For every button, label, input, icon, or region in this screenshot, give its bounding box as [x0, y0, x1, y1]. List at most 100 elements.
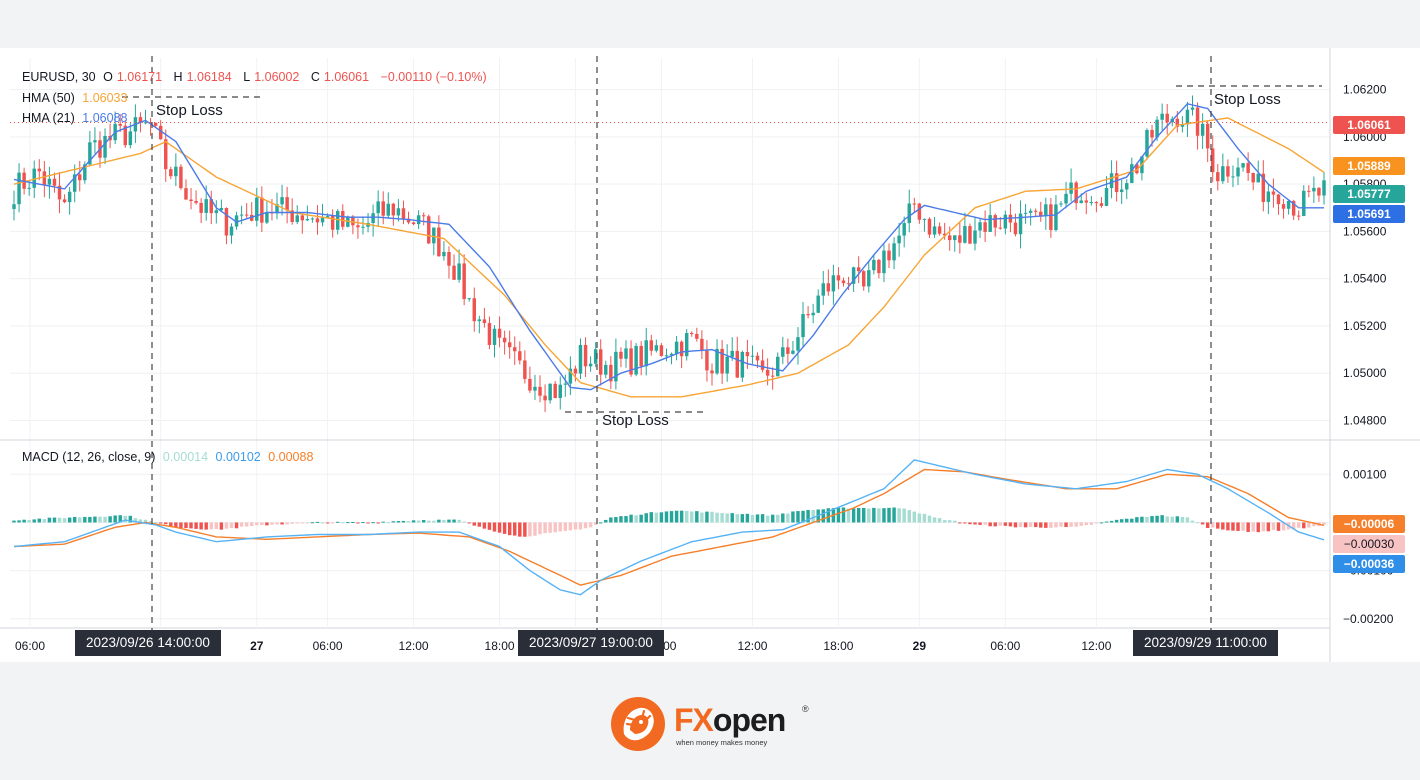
candle-body [194, 201, 198, 203]
candle-body [745, 351, 750, 357]
candle-body [164, 139, 168, 170]
candle-body [518, 351, 522, 361]
candle-body [1175, 118, 1180, 127]
macd-histogram-bar [1200, 522, 1205, 525]
macd-histogram-bar [710, 511, 714, 523]
hma50-value: 1.06033 [82, 91, 128, 105]
candle-body [351, 216, 355, 226]
candle-body [573, 368, 578, 374]
macd-histogram-bar [421, 520, 426, 523]
candle-body [614, 351, 618, 382]
macd-histogram-bar [1150, 516, 1154, 523]
macd-histogram-bar [649, 512, 654, 523]
candle-body [533, 386, 537, 391]
candle-body [396, 208, 401, 216]
candle-body [942, 233, 947, 236]
legend-symbol: EURUSD, 30 [22, 70, 96, 84]
macd-histogram-bar [138, 519, 143, 523]
macd-histogram-bar [806, 509, 810, 523]
candle-body [174, 166, 178, 177]
macd-histogram-bar [745, 513, 750, 523]
macd-histogram-bar [958, 522, 962, 524]
macd-histogram-bar [335, 521, 340, 523]
macd-histogram-bar [907, 510, 911, 523]
macd-histogram-bar [674, 510, 679, 523]
macd-histogram-bar [148, 520, 153, 523]
macd-histogram-bar [664, 511, 669, 523]
legend-low-label: L [243, 70, 251, 84]
macd-histogram-bar [330, 522, 335, 524]
candle-body [1018, 213, 1023, 235]
macd-histogram-bar [27, 519, 31, 523]
candle-body [1150, 129, 1154, 138]
macd-histogram-bar [1165, 516, 1169, 523]
candle-body [588, 363, 593, 367]
macd-histogram-bar [836, 507, 841, 523]
macd-histogram-bar [1023, 522, 1028, 528]
macd-histogram-bar [1059, 522, 1063, 527]
candle-body [1135, 164, 1139, 174]
chart-canvas[interactable]: 1.062001.060001.058001.056001.054001.052… [0, 48, 1420, 662]
candle-body [1119, 189, 1124, 193]
macd-histogram-bar [325, 522, 330, 524]
macd-histogram-bar [593, 522, 598, 525]
macd-histogram-bar [1135, 517, 1139, 523]
logo-brand-open: open [712, 702, 786, 738]
candle-body [1160, 113, 1164, 120]
macd-histogram-bar [62, 518, 67, 523]
macd-histogram-bar [1236, 522, 1240, 531]
candle-body [1084, 200, 1089, 203]
candle-body [523, 360, 527, 379]
candle-body [816, 295, 820, 313]
macd-histogram-bar [684, 510, 689, 523]
logo-brand: FXopen [674, 702, 786, 739]
candle-body [917, 203, 922, 220]
candle-body [1059, 203, 1063, 205]
macd-histogram-bar [922, 513, 927, 523]
candle-body [482, 319, 487, 324]
macd-histogram-bar [821, 509, 825, 523]
candle-body [234, 215, 239, 227]
macd-histogram-bar [366, 522, 370, 524]
macd-histogram-bar [937, 518, 942, 523]
candle-body [973, 230, 977, 244]
candle-body [406, 218, 411, 223]
candle-body [1125, 183, 1129, 190]
macd-histogram-bar [118, 515, 122, 523]
price-axis-tick: 1.05600 [1343, 224, 1387, 238]
macd-histogram-bar [179, 522, 183, 529]
candle-body [568, 368, 573, 384]
candle-body [937, 226, 942, 234]
macd-histogram-bar [1064, 522, 1068, 528]
fxopen-logo: FXopen ® when money makes money [608, 694, 818, 754]
candle-body [735, 350, 740, 378]
macd-histogram-bar [998, 522, 1003, 526]
candle-body [1322, 180, 1326, 196]
candle-body [801, 314, 805, 338]
candle-body [57, 185, 62, 200]
macd-histogram-bar [1205, 522, 1210, 528]
macd-histogram-bar [143, 519, 148, 523]
candle-body [877, 259, 881, 274]
candle-body [669, 353, 674, 356]
macd-histogram-bar [978, 522, 982, 525]
legend-low-value: 1.06002 [254, 70, 300, 84]
candle-body [1231, 176, 1235, 178]
macd-histogram-bar [462, 521, 466, 523]
macd-histogram-bar [851, 508, 856, 523]
macd-histogram-bar [720, 513, 724, 523]
candle-body [1236, 167, 1240, 177]
stop-loss-label-2: Stop Loss [602, 412, 669, 429]
macd-histogram-bar [239, 522, 244, 527]
macd-histogram-bar [1296, 522, 1301, 528]
time-axis-tick: 29 [913, 639, 927, 653]
macd-histogram-bar [432, 520, 436, 523]
macd-histogram-bar [1216, 522, 1220, 529]
macd-histogram-bar [1003, 522, 1008, 526]
macd-histogram-bar [715, 512, 719, 523]
macd-histogram-bar [523, 522, 527, 537]
candle-body [826, 283, 831, 292]
candle-body [1155, 119, 1159, 138]
candle-body [229, 226, 234, 236]
candle-body [932, 226, 937, 235]
